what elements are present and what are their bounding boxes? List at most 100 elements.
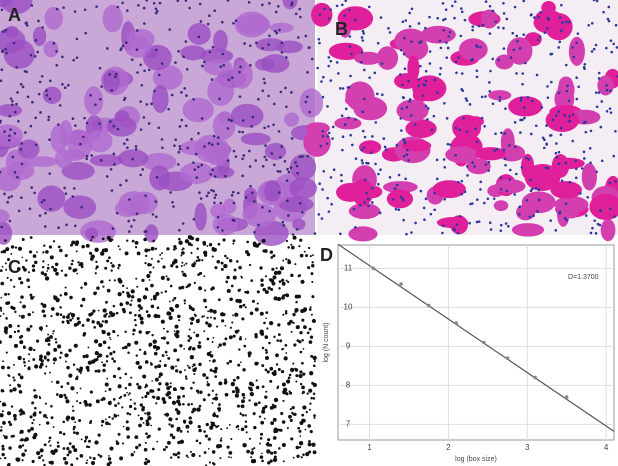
binary-dot	[85, 445, 89, 448]
y-tick-label: 7	[346, 420, 351, 429]
binary-dot	[47, 441, 50, 443]
binary-dot	[76, 272, 79, 275]
binary-dot	[226, 427, 229, 430]
nucleus	[198, 191, 201, 194]
nucleus	[480, 95, 484, 99]
nucleus	[360, 60, 363, 64]
binary-dot	[197, 286, 203, 291]
binary-dot	[100, 398, 104, 402]
binary-dot	[45, 421, 50, 425]
binary-dot	[88, 251, 93, 255]
binary-dot	[195, 389, 200, 393]
binary-dot	[299, 253, 304, 258]
muscle-fiber	[61, 162, 95, 180]
binary-dot	[55, 271, 59, 276]
nucleus	[417, 22, 421, 25]
binary-dot	[260, 420, 265, 425]
nucleus	[90, 154, 93, 157]
nucleus	[607, 5, 611, 9]
nucleus	[494, 132, 497, 136]
binary-dot	[188, 235, 193, 240]
nucleus	[326, 105, 329, 108]
nucleus	[173, 144, 176, 147]
binary-dot	[108, 311, 113, 315]
binary-dot	[150, 362, 153, 366]
binary-dot	[281, 295, 285, 300]
nucleus	[340, 179, 343, 183]
binary-dot	[282, 399, 285, 402]
binary-dot	[261, 364, 265, 368]
binary-dot	[8, 446, 12, 450]
binary-dot	[10, 245, 15, 249]
binary-dot	[305, 254, 309, 258]
binary-dot	[288, 373, 292, 377]
nucleus	[596, 222, 600, 226]
binary-dot	[302, 453, 305, 456]
nucleus	[37, 19, 40, 23]
binary-dot	[310, 354, 314, 358]
nucleus	[75, 56, 79, 59]
nucleus	[403, 141, 407, 145]
nucleus	[550, 80, 553, 84]
nucleus	[134, 145, 138, 148]
nucleus	[558, 40, 562, 44]
binary-dot	[98, 353, 103, 358]
nucleus	[3, 130, 6, 133]
nucleus	[488, 32, 492, 35]
binary-dot	[296, 339, 300, 342]
nucleus	[185, 67, 189, 71]
nucleus	[213, 201, 216, 205]
binary-dot	[174, 324, 179, 329]
nucleus	[377, 182, 380, 186]
binary-dot	[171, 435, 176, 440]
binary-dot	[92, 309, 96, 313]
binary-dot	[311, 261, 314, 264]
binary-dot	[239, 361, 242, 364]
nucleus	[239, 65, 242, 69]
muscle-fiber	[264, 142, 287, 160]
binary-dot	[220, 437, 223, 440]
nucleus	[261, 206, 264, 209]
binary-dot	[242, 442, 247, 448]
nucleus	[532, 214, 535, 218]
binary-dot	[75, 431, 79, 435]
binary-dot	[162, 327, 165, 330]
binary-dot	[185, 425, 188, 428]
binary-dot	[98, 342, 103, 348]
nucleus	[8, 219, 12, 223]
binary-dot	[101, 237, 105, 241]
binary-dot	[264, 290, 269, 295]
binary-dot	[291, 406, 295, 410]
nucleus	[295, 227, 299, 231]
binary-dot	[90, 419, 93, 423]
binary-dot	[186, 284, 189, 287]
binary-dot	[299, 350, 303, 354]
nucleus	[321, 188, 324, 191]
nucleus	[48, 97, 52, 101]
nucleus	[209, 173, 212, 176]
nucleus	[538, 35, 542, 38]
binary-dot	[139, 316, 144, 321]
nucleus	[182, 55, 186, 59]
nucleus	[178, 228, 181, 232]
nucleus	[280, 51, 284, 54]
binary-dot	[78, 418, 82, 422]
nucleus	[329, 8, 332, 11]
binary-dot	[156, 346, 161, 350]
binary-dot	[308, 327, 312, 331]
binary-dot	[147, 248, 151, 252]
nucleus	[261, 89, 265, 93]
binary-dot	[228, 423, 231, 426]
binary-dot	[311, 318, 316, 324]
binary-dot	[122, 290, 125, 294]
binary-dot	[276, 386, 279, 390]
nucleus	[98, 66, 102, 70]
binary-dot	[2, 434, 5, 437]
nucleus	[177, 150, 181, 154]
nucleus	[582, 121, 586, 125]
binary-dot	[92, 457, 96, 461]
nucleus	[277, 130, 281, 133]
binary-dot	[175, 417, 178, 421]
binary-dot	[261, 240, 264, 242]
binary-dot	[240, 404, 245, 409]
